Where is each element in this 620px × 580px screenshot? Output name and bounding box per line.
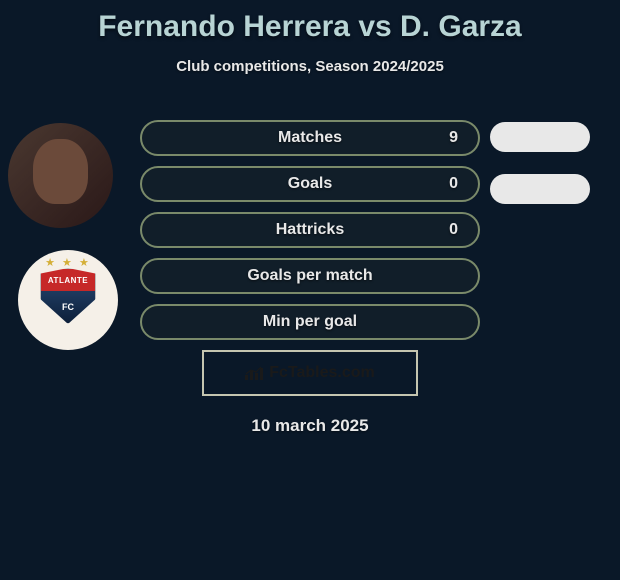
- stat-value: 0: [449, 221, 458, 239]
- club-badge: ATLANTE FC: [40, 268, 96, 332]
- player-avatars: ★ ★ ★ ATLANTE FC: [8, 123, 123, 372]
- stat-row-hattricks: Hattricks 0: [140, 212, 480, 248]
- player-1-photo: [33, 139, 88, 204]
- stat-label: Matches: [278, 129, 342, 147]
- stat-row-matches: Matches 9: [140, 120, 480, 156]
- player-2-avatar: ★ ★ ★ ATLANTE FC: [18, 250, 118, 350]
- stat-label: Goals per match: [247, 267, 372, 285]
- side-oval-goals: [490, 174, 590, 204]
- stat-label: Hattricks: [276, 221, 344, 239]
- stat-label: Goals: [288, 175, 332, 193]
- stat-bars: Matches 9 Goals 0 Hattricks 0 Goals per …: [140, 120, 480, 436]
- badge-bottom-text: FC: [41, 291, 95, 323]
- source-logo-box: FcTables.com: [202, 350, 418, 396]
- stat-row-goals: Goals 0: [140, 166, 480, 202]
- page-subtitle: Club competitions, Season 2024/2025: [0, 58, 620, 75]
- stat-value: 9: [449, 129, 458, 147]
- player-1-avatar: [8, 123, 113, 228]
- stat-label: Min per goal: [263, 313, 357, 331]
- stat-row-goals-per-match: Goals per match: [140, 258, 480, 294]
- badge-top-text: ATLANTE: [41, 269, 95, 291]
- source-logo-text: FcTables.com: [269, 364, 375, 382]
- stat-value: 0: [449, 175, 458, 193]
- badge-shield-icon: ATLANTE FC: [40, 268, 96, 324]
- chart-icon: [245, 366, 263, 380]
- side-oval-matches: [490, 122, 590, 152]
- side-ovals: [490, 122, 610, 226]
- page-title: Fernando Herrera vs D. Garza: [0, 0, 620, 44]
- stat-row-min-per-goal: Min per goal: [140, 304, 480, 340]
- date-text: 10 march 2025: [140, 416, 480, 436]
